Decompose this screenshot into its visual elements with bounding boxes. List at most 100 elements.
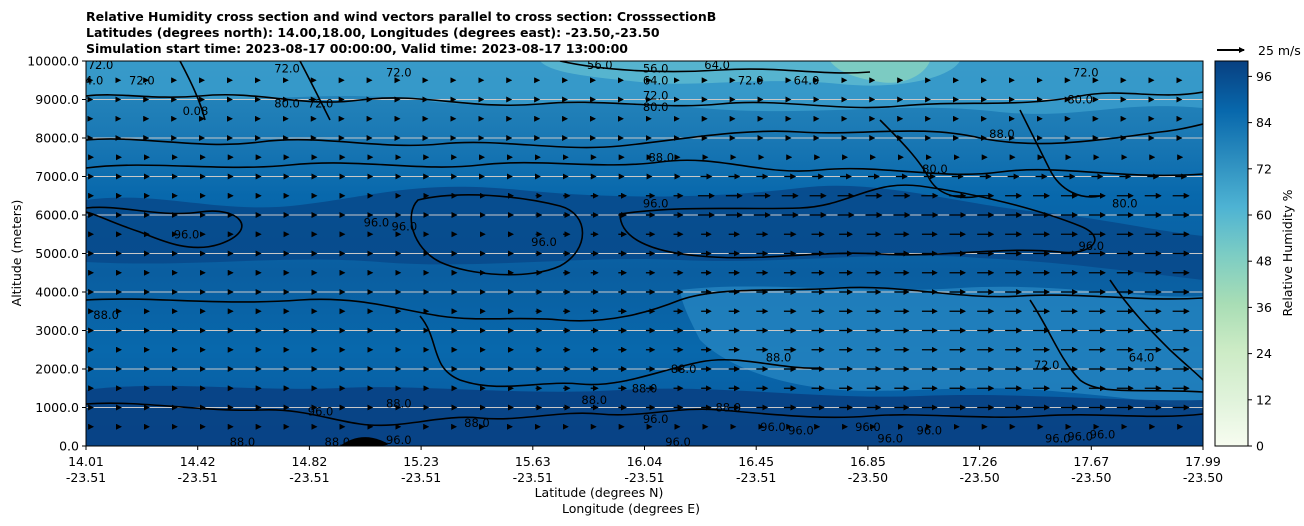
colorbar-tick-label: 36: [1256, 300, 1272, 315]
contour-label: 88.0: [464, 416, 490, 430]
x-tick-label-lat: 16.45: [738, 454, 774, 469]
y-tick-label: 0.0: [59, 439, 79, 454]
contour-label: 0.08: [183, 104, 209, 118]
contour-line-96-left: [86, 206, 243, 249]
x-tick-label-lat: 17.26: [962, 454, 998, 469]
x-tick-label-lon: -23.50: [959, 470, 999, 485]
contour-label: 88.0: [648, 150, 674, 164]
x-axis: 14.01-23.5114.42-23.5114.82-23.5115.23-2…: [66, 446, 1223, 485]
colorbar-label: Relative Humidity %: [1280, 189, 1295, 316]
x-tick-label-lon: -23.51: [624, 470, 664, 485]
contour-line-96-right: [619, 184, 1096, 259]
contour-label: 80.0: [643, 100, 669, 114]
y-tick-label: 3000.0: [35, 323, 79, 338]
contour-label: 88.0: [581, 393, 607, 407]
chart-title-line-2: Latitudes (degrees north): 14.00,18.00, …: [86, 25, 660, 40]
contour-label: 96.0: [1090, 427, 1116, 441]
driest-patch: [830, 61, 930, 83]
contour-line-72-far-left: [179, 61, 206, 121]
contour-label: 88.0: [386, 397, 412, 411]
contour-line-80: [86, 123, 1203, 149]
contour-label: 72.0: [129, 73, 155, 87]
contour-label: 72.0: [1034, 358, 1060, 372]
contour-line-64-right: [1109, 279, 1203, 381]
contour-line-72-left-top: [299, 61, 331, 121]
contour-label: 96.0: [1078, 239, 1104, 253]
colorbar-gradient: [1214, 60, 1249, 447]
surface-moist-layer: [86, 385, 1203, 446]
contour-label: 96.0: [531, 235, 557, 249]
colorbar-ticks: 0 12 24 36 48 60 72 84 96: [1248, 69, 1272, 454]
contour-label: 64.0: [1129, 350, 1155, 364]
contour-line-72-upper: [86, 91, 1203, 109]
x-axis-label-longitude: Longitude (degrees E): [562, 501, 700, 516]
contour-line-64-top: [559, 61, 871, 74]
colorbar-tick-label: 12: [1256, 392, 1272, 407]
x-tick-label-lon: -23.51: [289, 470, 329, 485]
colorbar-tick-label: 84: [1256, 115, 1272, 130]
x-tick-label-lat: 16.04: [627, 454, 663, 469]
contour-label: 64.0: [704, 58, 730, 72]
contour-label: 88.0: [325, 435, 351, 449]
x-tick-label-lon: -23.51: [66, 470, 106, 485]
x-tick-label-lon: -23.50: [1071, 470, 1111, 485]
contour-label: 96.0: [392, 220, 418, 234]
contour-label: 80.0: [1067, 93, 1093, 107]
contour-line-88-mid: [86, 286, 1203, 322]
colorbar-tick-label: 24: [1256, 346, 1272, 361]
contour-label: 96.0: [386, 433, 412, 447]
x-axis-label-latitude: Latitude (degrees N): [535, 485, 664, 500]
x-tick-label-lat: 16.85: [850, 454, 886, 469]
lower-right-drier-region: [680, 286, 1203, 410]
contour-label: 96.0: [308, 404, 334, 418]
contour-label: 96.0: [917, 424, 943, 438]
contour-label: 56.0: [587, 58, 613, 72]
contour-line-96-lower: [86, 402, 1203, 427]
x-tick-label-lon: -23.51: [401, 470, 441, 485]
colorbar-tick-label: 96: [1256, 69, 1272, 84]
quiver-key: 25 m/s: [1217, 43, 1301, 58]
contour-label: 64.0: [643, 73, 669, 87]
colorbar: 0 12 24 36 48 60 72 84 96 Relative Humidity %: [1214, 60, 1295, 454]
quiver-key-label: 25 m/s: [1258, 43, 1301, 58]
x-tick-label-lat: 14.42: [180, 454, 216, 469]
contour-label: 64.0: [794, 73, 820, 87]
chart-title-line-3: Simulation start time: 2023-08-17 00:00:…: [86, 41, 628, 56]
x-tick-label-lon: -23.51: [513, 470, 553, 485]
contour-label: 88.0: [715, 401, 741, 415]
contour-label: 88.0: [230, 435, 256, 449]
contour-label: 72.0: [274, 62, 300, 76]
contour-label: 72.0: [308, 96, 334, 110]
contour-label: 88.0: [671, 362, 697, 376]
contour-label: 96.0: [760, 420, 786, 434]
contour-label: 96.0: [643, 412, 669, 426]
y-tick-label: 6000.0: [35, 208, 79, 223]
x-tick-label-lon: -23.50: [1183, 470, 1223, 485]
y-axis: 0.0 1000.0 2000.0 3000.0 4000.0 5000.0 6000.0 7…: [27, 54, 86, 454]
x-tick-label-lat: 15.63: [515, 454, 551, 469]
contour-label: 96.0: [174, 227, 200, 241]
contour-label: 72.0: [386, 66, 412, 80]
contour-label: 96.0: [1067, 429, 1093, 443]
contour-label: 88.0: [632, 381, 658, 395]
contour-label: 96.0: [364, 216, 390, 230]
contour-label: 88.0: [93, 308, 119, 322]
contour-label: 96.0: [643, 196, 669, 210]
y-tick-label: 9000.0: [35, 92, 79, 107]
contour-line-88-upper: [86, 159, 1203, 177]
contour-label: 80.0: [274, 96, 300, 110]
contour-label: 88.0: [766, 350, 792, 364]
contour-label: 96.0: [665, 435, 691, 449]
contour-label: 80.0: [1112, 196, 1138, 210]
y-tick-label: 4000.0: [35, 285, 79, 300]
contour-label: 72.0: [738, 73, 764, 87]
y-tick-label: 10000.0: [27, 54, 79, 69]
x-tick-label-lat: 17.67: [1073, 454, 1109, 469]
contour-label: 96.0: [788, 424, 814, 438]
contour-line-88-right-upper: [1019, 109, 1101, 198]
contour-label: 96.0: [877, 431, 903, 445]
y-tick-label: 2000.0: [35, 362, 79, 377]
x-tick-label-lon: -23.50: [848, 470, 888, 485]
x-tick-label-lon: -23.51: [178, 470, 218, 485]
